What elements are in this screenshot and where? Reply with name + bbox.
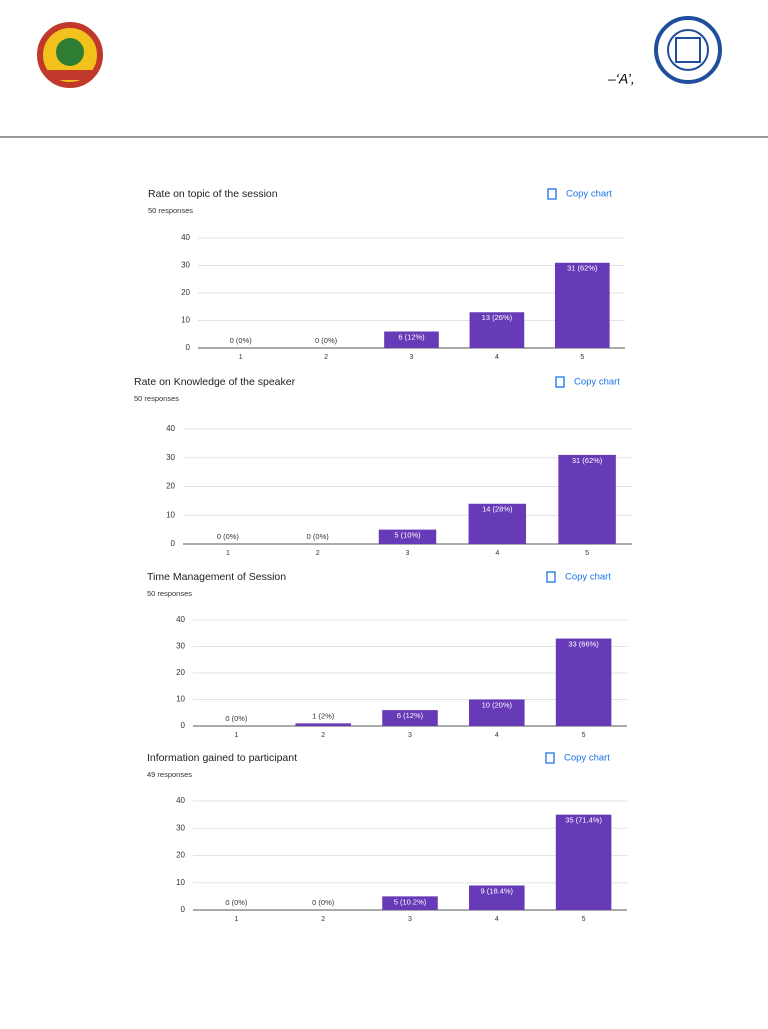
y-tick-label: 30 (181, 261, 190, 270)
x-tick-label: 4 (495, 354, 499, 361)
data-label: 35 (71.4%) (565, 816, 602, 825)
y-tick-label: 10 (166, 510, 175, 519)
copy-icon[interactable] (555, 376, 565, 388)
bar (558, 454, 616, 544)
x-tick-label: 1 (234, 732, 238, 739)
y-tick-label: 20 (181, 288, 190, 297)
x-tick-label: 3 (408, 916, 412, 923)
data-label: 31 (62%) (567, 264, 598, 273)
x-tick-label: 3 (410, 354, 414, 361)
data-label: 0 (0%) (225, 714, 248, 723)
copy-icon[interactable] (547, 188, 557, 200)
chart-subtitle: 50 responses (148, 206, 193, 215)
x-tick-label: 2 (324, 354, 328, 361)
data-label: 0 (0%) (225, 898, 248, 907)
x-tick-label: 1 (239, 354, 243, 361)
x-tick-label: 2 (321, 732, 325, 739)
y-tick-label: 10 (176, 878, 185, 887)
x-tick-label: 4 (495, 732, 499, 739)
bar (469, 312, 525, 348)
bar (469, 885, 525, 910)
x-tick-label: 2 (321, 916, 325, 923)
data-label: 0 (0%) (217, 532, 240, 541)
data-label: 5 (10%) (394, 531, 421, 540)
x-tick-label: 5 (582, 916, 586, 923)
chart-subtitle: 50 responses (134, 394, 179, 403)
y-tick-label: 0 (181, 905, 186, 914)
data-label: 0 (0%) (315, 336, 338, 345)
bar (555, 814, 612, 910)
data-label: 13 (26%) (482, 313, 513, 322)
y-tick-label: 10 (181, 316, 190, 325)
chart-title: Information gained to participant (147, 752, 297, 764)
x-tick-label: 3 (406, 550, 410, 557)
y-tick-label: 20 (166, 482, 175, 491)
y-tick-label: 30 (176, 823, 185, 832)
x-tick-label: 4 (495, 550, 499, 557)
data-label: 1 (2%) (312, 711, 335, 720)
data-label: 31 (62%) (572, 456, 603, 465)
x-tick-label: 2 (316, 550, 320, 557)
copy-chart-button[interactable]: Copy chart (565, 572, 611, 583)
copy-chart-button[interactable]: Copy chart (566, 189, 612, 200)
copy-chart-button[interactable]: Copy chart (564, 753, 610, 764)
y-tick-label: 40 (176, 615, 185, 624)
data-label: 9 (18.4%) (481, 886, 514, 895)
bar (382, 710, 438, 726)
y-tick-label: 40 (166, 424, 175, 433)
chart-subtitle: 50 responses (147, 589, 192, 598)
header-text: –‘A’, (607, 71, 635, 87)
right-logo (654, 16, 722, 84)
x-tick-label: 4 (495, 916, 499, 923)
bar (384, 331, 439, 348)
bar (469, 699, 525, 726)
y-tick-label: 0 (171, 539, 176, 548)
data-label: 0 (0%) (312, 898, 335, 907)
data-label: 6 (12%) (398, 332, 425, 341)
copy-icon[interactable] (545, 752, 555, 764)
x-tick-label: 5 (582, 732, 586, 739)
y-tick-label: 40 (176, 796, 185, 805)
x-tick-label: 1 (226, 550, 230, 557)
chart-title: Rate on topic of the session (148, 188, 278, 200)
bar (378, 529, 437, 544)
data-label: 6 (12%) (397, 711, 424, 720)
data-label: 33 (66%) (568, 640, 599, 649)
y-tick-label: 0 (186, 343, 191, 352)
x-tick-label: 3 (408, 732, 412, 739)
bar (382, 896, 438, 910)
y-tick-label: 10 (176, 695, 185, 704)
data-label: 14 (28%) (482, 505, 513, 514)
chart-subtitle: 49 responses (147, 770, 192, 779)
chart-title: Rate on Knowledge of the speaker (134, 376, 296, 388)
bar (295, 723, 351, 726)
x-tick-label: 5 (580, 354, 584, 361)
bar (554, 262, 610, 348)
y-tick-label: 20 (176, 851, 185, 860)
bar (468, 503, 527, 544)
x-tick-label: 5 (585, 550, 589, 557)
y-tick-label: 0 (181, 721, 186, 730)
y-tick-label: 20 (176, 668, 185, 677)
y-tick-label: 30 (176, 642, 185, 651)
left-logo (37, 22, 103, 88)
y-tick-label: 40 (181, 233, 190, 242)
copy-chart-button[interactable]: Copy chart (574, 377, 620, 388)
data-label: 10 (20%) (482, 700, 513, 709)
bar (555, 638, 612, 726)
x-tick-label: 1 (234, 916, 238, 923)
copy-icon[interactable] (546, 571, 556, 583)
y-tick-label: 30 (166, 453, 175, 462)
chart-title: Time Management of Session (147, 571, 286, 583)
data-label: 0 (0%) (307, 532, 330, 541)
data-label: 0 (0%) (230, 336, 253, 345)
data-label: 5 (10.2%) (394, 897, 427, 906)
